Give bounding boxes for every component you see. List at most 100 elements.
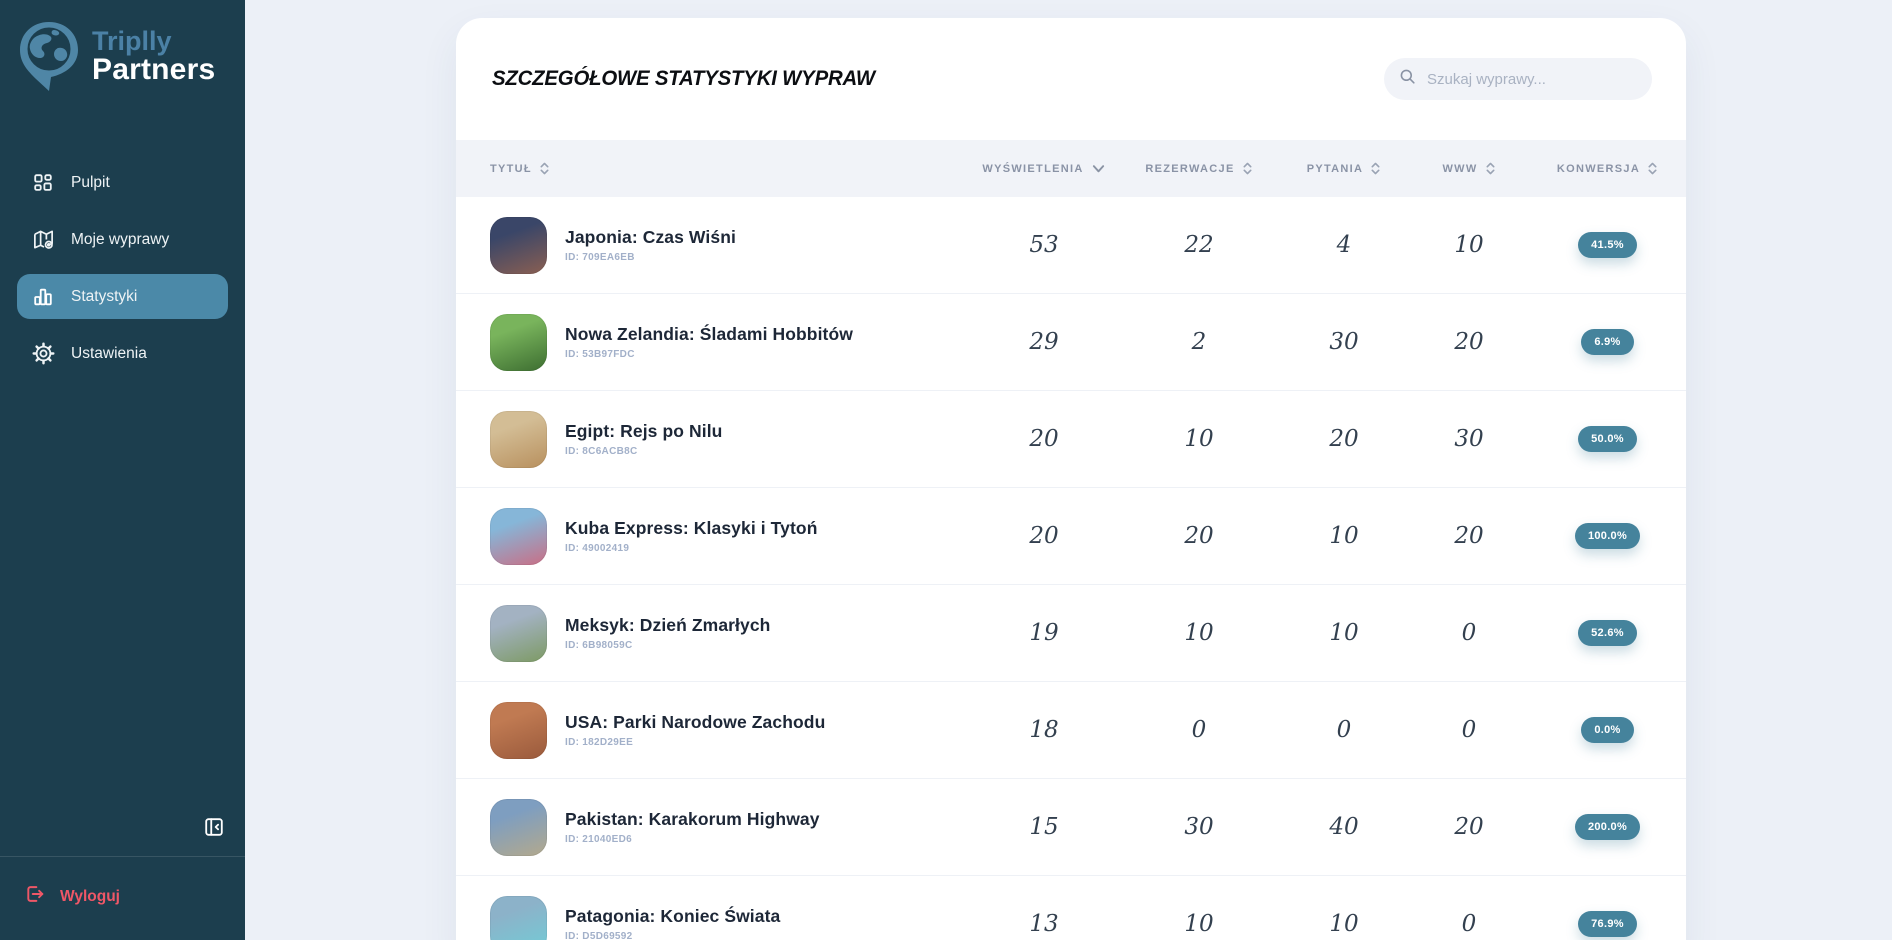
views-value: 18 [1029, 717, 1059, 743]
search-icon [1398, 67, 1417, 91]
sidebar-item-pulpit[interactable]: Pulpit [17, 160, 228, 205]
table-row[interactable]: Patagonia: Koniec Świata ID: D5D69592 13… [456, 876, 1686, 940]
sidebar-footer: Wyloguj [0, 856, 245, 940]
views-value: 53 [1029, 232, 1059, 258]
conversion-badge: 6.9% [1581, 329, 1634, 355]
bookings-value: 30 [1184, 814, 1214, 840]
trip-title: Nowa Zelandia: Śladami Hobbitów [565, 324, 853, 344]
sort-updown-icon [1485, 161, 1496, 176]
logout-button[interactable]: Wyloguj [24, 883, 221, 910]
table-row[interactable]: USA: Parki Narodowe Zachodu ID: 182D29EE… [456, 682, 1686, 779]
trip-thumbnail [490, 410, 547, 468]
table-row[interactable]: Kuba Express: Klasyki i Tytoń ID: 490024… [456, 488, 1686, 585]
trip-id: ID: 709EA6EB [565, 252, 635, 263]
sidebar-item-ustawienia[interactable]: Ustawienia [17, 331, 228, 376]
column-header-label: PYTANIA [1306, 162, 1364, 175]
sidebar-nav: Pulpit Moje wyprawy Statystyki [0, 160, 245, 376]
questions-value: 30 [1329, 329, 1359, 355]
sidebar-item-label: Moje wyprawy [71, 230, 170, 248]
trip-title: Patagonia: Koniec Świata [565, 906, 781, 926]
trip-id: ID: D5D69592 [565, 931, 633, 940]
gear-icon [31, 342, 55, 366]
trip-thumbnail [490, 507, 547, 565]
bookings-value: 10 [1184, 620, 1214, 646]
column-header[interactable]: REZERWACJE [1119, 161, 1279, 176]
views-value: 20 [1029, 426, 1059, 452]
sidebar-item-moje-wyprawy[interactable]: Moje wyprawy [17, 217, 228, 262]
statistics-card: SZCZEGÓŁOWE STATYSTYKI WYPRAW TYTUŁ [456, 18, 1686, 940]
trip-thumbnail [490, 313, 547, 371]
table-row[interactable]: Nowa Zelandia: Śladami Hobbitów ID: 53B9… [456, 294, 1686, 391]
trip-thumbnail [490, 604, 547, 662]
sidebar-collapse-button[interactable] [203, 816, 225, 838]
www-value: 20 [1454, 523, 1484, 549]
conversion-badge: 76.9% [1578, 911, 1637, 937]
trip-id: ID: 6B98059C [565, 640, 633, 651]
conversion-badge: 41.5% [1578, 232, 1637, 258]
questions-value: 0 [1336, 717, 1352, 743]
search-input[interactable] [1427, 70, 1638, 88]
search-box[interactable] [1384, 58, 1652, 100]
trip-title: Meksyk: Dzień Zmarłych [565, 615, 771, 635]
www-value: 0 [1461, 717, 1477, 743]
table-row[interactable]: Pakistan: Karakorum Highway ID: 21040ED6… [456, 779, 1686, 876]
sort-updown-icon [1370, 161, 1381, 176]
dashboard-icon [31, 171, 55, 195]
views-value: 13 [1029, 911, 1059, 937]
column-header[interactable]: WWW [1409, 161, 1529, 176]
brand-name-line1: Triplly [92, 25, 172, 56]
sort-desc-icon [1091, 161, 1106, 176]
column-header-label: REZERWACJE [1145, 162, 1235, 175]
trip-id: ID: 49002419 [565, 543, 630, 554]
logout-icon [24, 883, 46, 910]
trip-title: Pakistan: Karakorum Highway [565, 809, 820, 829]
views-value: 19 [1029, 620, 1059, 646]
bookings-value: 22 [1184, 232, 1214, 258]
column-header-label: WYŚWIETLENIA [982, 162, 1084, 175]
views-value: 15 [1029, 814, 1059, 840]
sidebar-item-label: Ustawienia [71, 344, 147, 362]
bookings-value: 10 [1184, 911, 1214, 937]
trip-thumbnail [490, 895, 547, 940]
conversion-badge: 52.6% [1578, 620, 1637, 646]
sort-updown-icon [1647, 161, 1658, 176]
conversion-badge: 100.0% [1574, 523, 1641, 549]
column-header[interactable]: TYTUŁ [490, 161, 969, 176]
table-row[interactable]: Japonia: Czas Wiśni ID: 709EA6EB 53 22 4… [456, 197, 1686, 294]
table-row[interactable]: Meksyk: Dzień Zmarłych ID: 6B98059C 19 1… [456, 585, 1686, 682]
sidebar-item-label: Pulpit [71, 173, 110, 191]
column-header-label: KONWERSJA [1556, 162, 1641, 175]
sidebar-item-label: Statystyki [71, 287, 138, 305]
conversion-badge: 50.0% [1578, 426, 1637, 452]
bookings-value: 10 [1184, 426, 1214, 452]
trip-id: ID: 21040ED6 [565, 834, 632, 845]
bookings-value: 2 [1191, 329, 1207, 355]
trip-title: Japonia: Czas Wiśni [565, 227, 736, 247]
questions-value: 10 [1329, 523, 1359, 549]
table-row[interactable]: Egipt: Rejs po Nilu ID: 8C6ACB8C 20 10 2… [456, 391, 1686, 488]
bar-chart-icon [31, 285, 55, 309]
main-content: SZCZEGÓŁOWE STATYSTYKI WYPRAW TYTUŁ [245, 0, 1892, 940]
trip-id: ID: 182D29EE [565, 737, 634, 748]
trip-id: ID: 53B97FDC [565, 349, 635, 360]
brand: Triplly Partners [0, 0, 245, 106]
trip-thumbnail [490, 216, 547, 274]
conversion-badge: 0.0% [1581, 717, 1634, 743]
sidebar-item-statystyki[interactable]: Statystyki [17, 274, 228, 319]
questions-value: 40 [1329, 814, 1359, 840]
page-title: SZCZEGÓŁOWE STATYSTYKI WYPRAW [492, 67, 875, 90]
sort-updown-icon [1242, 161, 1253, 176]
www-value: 30 [1454, 426, 1484, 452]
views-value: 29 [1029, 329, 1059, 355]
column-header[interactable]: PYTANIA [1279, 161, 1409, 176]
sort-updown-icon [539, 161, 550, 176]
column-header[interactable]: WYŚWIETLENIA [969, 161, 1119, 176]
table-header: TYTUŁ WYŚWIETLENIA REZERWACJE [456, 140, 1686, 197]
trip-thumbnail [490, 701, 547, 759]
column-header[interactable]: KONWERSJA [1529, 161, 1686, 176]
views-value: 20 [1029, 523, 1059, 549]
questions-value: 4 [1336, 232, 1352, 258]
trip-title: Egipt: Rejs po Nilu [565, 421, 723, 441]
conversion-badge: 200.0% [1574, 814, 1641, 840]
trip-title: Kuba Express: Klasyki i Tytoń [565, 518, 818, 538]
